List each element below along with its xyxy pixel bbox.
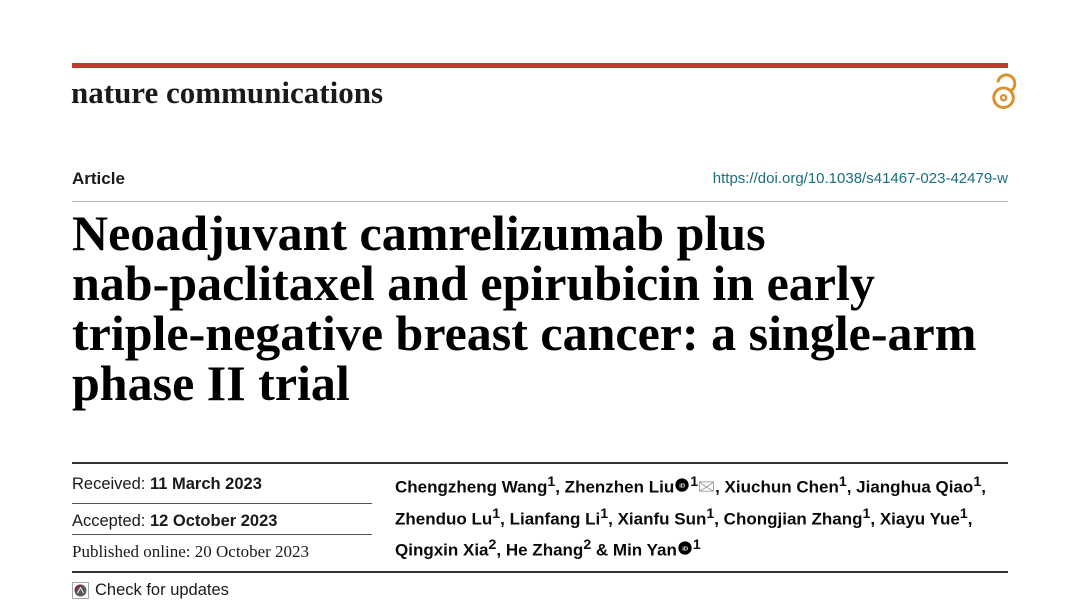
svg-text:iD: iD [682,547,688,553]
svg-text:iD: iD [680,483,686,489]
